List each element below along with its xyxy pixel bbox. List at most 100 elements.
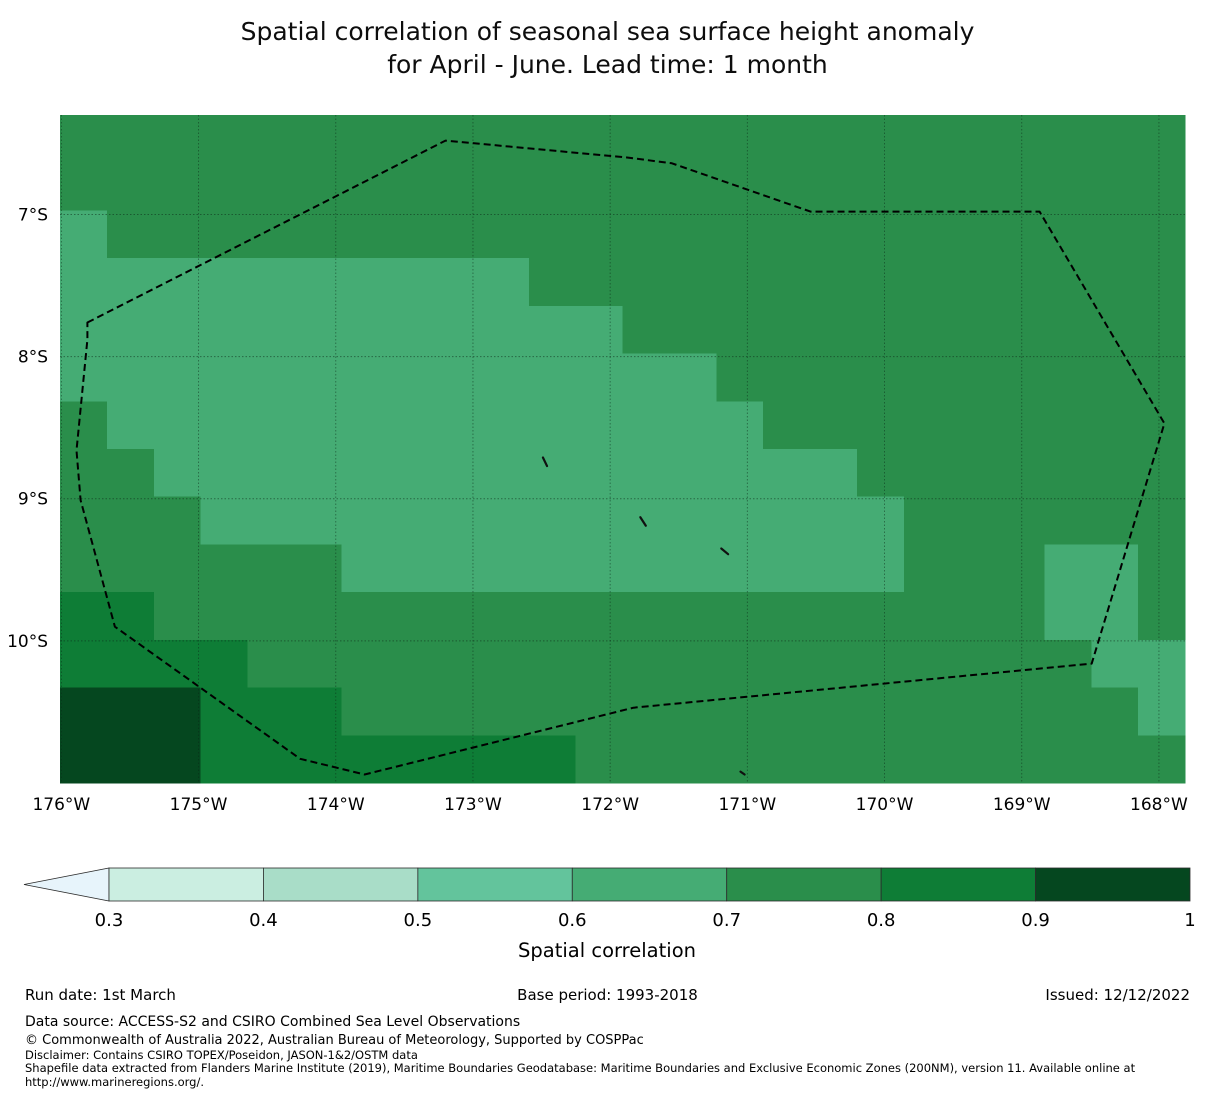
map-cell xyxy=(1091,401,1139,450)
map-cell xyxy=(716,258,764,307)
map-cell xyxy=(669,258,717,307)
map-cell xyxy=(716,544,764,593)
map-cell xyxy=(294,592,342,641)
map-cell xyxy=(763,687,811,736)
lon-tick-label: 170°W xyxy=(856,795,914,815)
map-cell xyxy=(153,544,202,593)
map-cell xyxy=(622,353,670,402)
map-cell xyxy=(950,735,999,784)
map-cell xyxy=(716,592,764,641)
map-cell xyxy=(622,162,670,211)
map-cell xyxy=(60,735,108,784)
map-cell xyxy=(435,639,483,689)
map-cell xyxy=(435,449,483,498)
map-cell xyxy=(669,353,717,402)
map-cell xyxy=(1044,115,1092,164)
map-cell xyxy=(294,162,342,211)
map-cell xyxy=(435,496,483,545)
map-cell xyxy=(1138,496,1186,545)
map-cell xyxy=(763,735,811,784)
map-cell xyxy=(435,115,483,164)
map-cell xyxy=(153,115,202,164)
map-cell xyxy=(388,735,436,784)
colorbar: 0.3 0.4 0.5 0.6 0.7 0.8 0.9 1 Spatial correlatio… xyxy=(23,867,1196,962)
map-cell xyxy=(247,162,295,211)
map-cell xyxy=(153,162,202,211)
map-cell xyxy=(1044,496,1092,545)
map-cell xyxy=(622,544,670,593)
colorbar-tick-label: 0.9 xyxy=(1021,910,1050,931)
map-canvas: 176°W 175°W 174°W 173°W 172°W 171°W 170°W 169°W… xyxy=(7,115,1188,815)
map-cell xyxy=(435,401,483,450)
map-cell xyxy=(810,115,858,164)
map-cell xyxy=(763,401,811,450)
map-cell xyxy=(575,210,624,259)
map-cell xyxy=(716,449,764,498)
map-cell xyxy=(341,449,389,498)
map-cell xyxy=(856,496,905,545)
map-cell xyxy=(341,401,389,450)
map-cell xyxy=(106,735,155,784)
map-cell xyxy=(200,735,249,784)
map-cell xyxy=(106,210,155,259)
run-date-text: Run date: 1st March xyxy=(25,986,176,1004)
map-cell xyxy=(622,258,670,307)
map-cell xyxy=(435,305,483,355)
map-cell xyxy=(997,496,1045,545)
copyright-text: © Commonwealth of Australia 2022, Austra… xyxy=(25,1033,644,1048)
map-cell xyxy=(1044,449,1092,498)
map-cell xyxy=(200,639,249,689)
colorbar-segment xyxy=(417,867,573,902)
data-source-text: Data source: ACCESS-S2 and CSIRO Combine… xyxy=(25,1014,521,1030)
map-cell xyxy=(1044,401,1092,450)
map-cell xyxy=(622,115,670,164)
map-cell xyxy=(997,210,1045,259)
map-cell xyxy=(1138,210,1186,259)
map-cell xyxy=(856,544,905,593)
map-cell xyxy=(60,449,108,498)
lat-tick-label: 7°S xyxy=(18,205,48,225)
map-cell xyxy=(903,735,952,784)
map-cell xyxy=(60,210,108,259)
map-cell xyxy=(810,496,858,545)
map-cell xyxy=(247,592,295,641)
map-cell xyxy=(575,401,624,450)
map-cell xyxy=(903,496,952,545)
map-cell xyxy=(622,687,670,736)
map-cell xyxy=(669,115,717,164)
map-cell xyxy=(856,115,905,164)
map-cell xyxy=(481,258,530,307)
map-cell xyxy=(950,544,999,593)
map-cell xyxy=(1091,687,1139,736)
map-cell xyxy=(106,258,155,307)
map-cell xyxy=(575,592,624,641)
map-cell xyxy=(763,353,811,402)
lon-tick-label: 172°W xyxy=(581,795,639,815)
island-mark xyxy=(739,770,746,776)
colorbar-axis-label: Spatial correlation xyxy=(518,939,696,962)
map-cell xyxy=(810,544,858,593)
disclaimer-text: Disclaimer: Contains CSIRO TOPEX/Poseido… xyxy=(25,1048,418,1062)
map-cell xyxy=(106,401,155,450)
map-cell xyxy=(388,162,436,211)
map-cell xyxy=(997,592,1045,641)
map-cell xyxy=(247,735,295,784)
marineregions-url-text: http://www.marineregions.org/. xyxy=(25,1075,204,1089)
map-cell xyxy=(950,305,999,355)
map-cell xyxy=(341,353,389,402)
map-cell xyxy=(481,544,530,593)
map-cell xyxy=(435,258,483,307)
map-cell xyxy=(622,735,670,784)
map-cell xyxy=(528,544,577,593)
map-cell xyxy=(388,305,436,355)
map-cell xyxy=(903,353,952,402)
map-cell xyxy=(528,210,577,259)
map-cell xyxy=(1138,735,1186,784)
map-cell xyxy=(669,210,717,259)
map-cell xyxy=(388,115,436,164)
map-cell xyxy=(1138,544,1186,593)
map-cell xyxy=(810,258,858,307)
map-cell xyxy=(1044,735,1092,784)
map-cell xyxy=(294,210,342,259)
map-cell xyxy=(669,735,717,784)
